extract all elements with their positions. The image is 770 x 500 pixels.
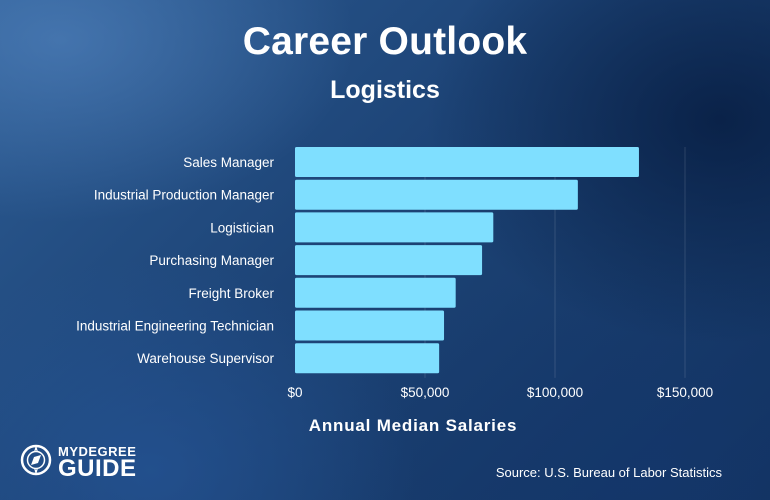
chart-category-labels: Sales Manager Industrial Production Manag… [76, 155, 274, 366]
logo-text-bottom: GUIDE [58, 455, 137, 482]
category-label: Freight Broker [188, 286, 274, 301]
chart-bars [295, 147, 639, 374]
x-tick-label: $100,000 [527, 385, 583, 400]
bar [295, 245, 483, 276]
page-subtitle: Logistics [330, 76, 440, 104]
x-tick-label: $150,000 [657, 385, 713, 400]
bar [295, 179, 578, 210]
mydegreeguide-logo: MYDEGREE GUIDE [20, 440, 150, 484]
x-tick-label: $0 [287, 385, 302, 400]
x-tick-label: $50,000 [401, 385, 450, 400]
bar [295, 212, 494, 243]
page-title: Career Outlook [242, 20, 528, 63]
category-label: Industrial Engineering Technician [76, 319, 274, 334]
bar [295, 310, 445, 341]
x-axis-label: Annual Median Salaries [308, 416, 518, 435]
category-label: Warehouse Supervisor [137, 351, 274, 366]
logo-text-top: MYDEGREE [58, 444, 137, 459]
category-label: Purchasing Manager [149, 253, 274, 268]
source-note: Source: U.S. Bureau of Labor Statistics [495, 465, 722, 480]
category-label: Sales Manager [183, 155, 274, 170]
bar [295, 147, 639, 177]
chart-x-tick-labels: $0 $50,000 $100,000 $150,000 [287, 385, 713, 400]
bar [295, 277, 456, 308]
bar [295, 343, 440, 374]
compass-logo-icon [20, 444, 52, 476]
category-label: Logistician [210, 220, 274, 235]
category-label: Industrial Production Manager [94, 188, 275, 203]
